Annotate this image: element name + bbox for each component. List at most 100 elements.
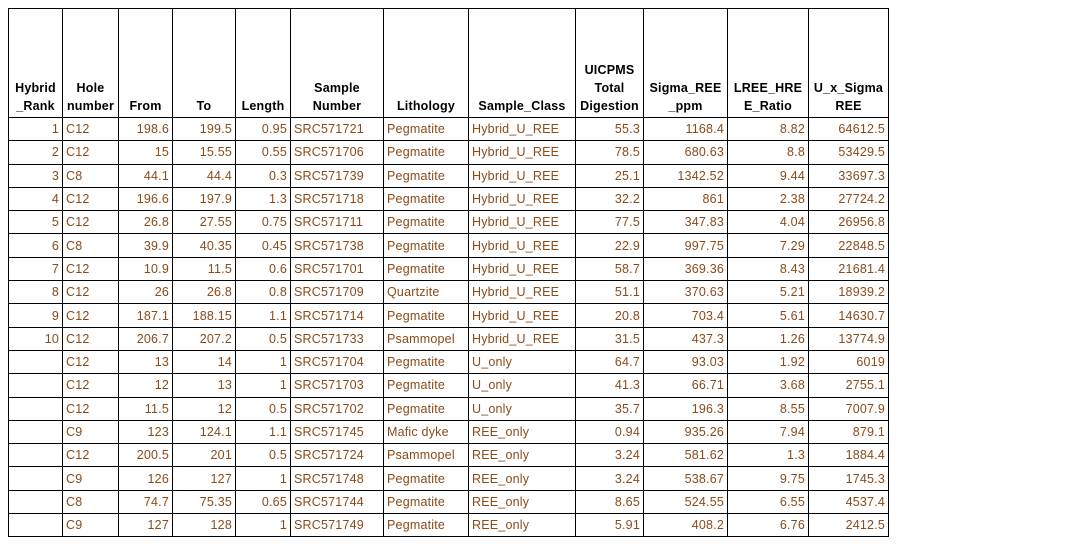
table-cell: SRC571709 xyxy=(290,280,384,305)
table-cell: 0.5 xyxy=(235,443,291,468)
table-cell xyxy=(8,349,63,375)
table-cell: 77.5 xyxy=(575,210,644,235)
table-cell: 0.8 xyxy=(235,280,291,305)
table-cell: Pegmatite xyxy=(383,163,469,188)
header-text: Sample xyxy=(314,81,360,95)
table-row: 10 C12 206.7 207.2 0.5 SRC571733 Psammopel Hybr… xyxy=(8,326,889,351)
table-cell: Pegmatite xyxy=(383,303,469,328)
table-cell: 22848.5 xyxy=(808,233,889,258)
table-cell: SRC571703 xyxy=(290,373,384,398)
table-cell: C12 xyxy=(62,186,119,212)
table-cell: SRC571701 xyxy=(290,256,384,282)
table-cell: C12 xyxy=(62,326,119,351)
table-cell: Pegmatite xyxy=(383,233,469,258)
table-cell: 861 xyxy=(643,186,728,212)
table-cell: 0.45 xyxy=(235,233,291,258)
table-cell: 26956.8 xyxy=(808,210,889,235)
table-row: 7 C12 10.9 11.5 0.6 SRC571701 Pegmatite Hybrid_… xyxy=(8,256,889,282)
table-cell: 3.24 xyxy=(575,443,644,468)
table-cell: 0.65 xyxy=(235,489,291,515)
table-cell: 524.55 xyxy=(643,489,728,515)
header-text: Total xyxy=(594,81,625,95)
data-table: Hybrid _Rank Hole number From To Length Sample N… xyxy=(8,8,889,538)
table-cell: 14 xyxy=(172,349,236,375)
table-body: 1 C12 198.6 199.5 0.95 SRC571721 Pegmatite Hybr… xyxy=(8,116,889,538)
table-cell: 18939.2 xyxy=(808,280,889,305)
header-text: Lithology xyxy=(396,99,456,113)
table-row: C8 74.7 75.35 0.65 SRC571744 Pegmatite REE_onl… xyxy=(8,489,889,515)
table-cell: 997.75 xyxy=(643,233,728,258)
table-cell: Quartzite xyxy=(383,280,469,305)
table-row: C9 126 127 1 SRC571748 Pegmatite REE_only 3.24 5… xyxy=(8,466,889,491)
header-text: Hole xyxy=(76,81,105,95)
table-cell: 22.9 xyxy=(575,233,644,258)
table-cell: SRC571721 xyxy=(290,116,384,142)
table-cell: 66.71 xyxy=(643,373,728,398)
table-cell: 0.75 xyxy=(235,210,291,235)
table-cell: 1342.52 xyxy=(643,163,728,188)
table-row: 9 C12 187.1 188.15 1.1 SRC571714 Pegmatite Hybr… xyxy=(8,303,889,328)
table-row: C12 13 14 1 SRC571704 Pegmatite U_only 64.7 93.0… xyxy=(8,349,889,375)
table-cell: SRC571745 xyxy=(290,419,384,445)
table-cell: C8 xyxy=(62,489,119,515)
table-cell: SRC571714 xyxy=(290,303,384,328)
table-cell: Hybrid_U_REE xyxy=(468,280,576,305)
table-cell: 2755.1 xyxy=(808,373,889,398)
table-cell: Pegmatite xyxy=(383,513,469,538)
table-cell: 64.7 xyxy=(575,349,644,375)
table-cell: Pegmatite xyxy=(383,489,469,515)
table-cell: 6.55 xyxy=(727,489,809,515)
table-row: C12 200.5 201 0.5 SRC571724 Psammopel REE_only… xyxy=(8,443,889,468)
table-cell: 15.55 xyxy=(172,140,236,165)
table-cell: 0.6 xyxy=(235,256,291,282)
table-cell: 128 xyxy=(172,513,236,538)
table-cell: 188.15 xyxy=(172,303,236,328)
table-cell: 347.83 xyxy=(643,210,728,235)
header-text: Number xyxy=(312,99,362,113)
table-cell: 11.5 xyxy=(118,396,173,421)
table-cell: 26 xyxy=(118,280,173,305)
table-cell: 10.9 xyxy=(118,256,173,282)
table-row: C12 11.5 12 0.5 SRC571702 Pegmatite U_only 35.7… xyxy=(8,396,889,421)
table-cell: C12 xyxy=(62,303,119,328)
table-cell: 39.9 xyxy=(118,233,173,258)
table-cell: 27.55 xyxy=(172,210,236,235)
header-text: Hybrid xyxy=(15,81,56,95)
table-cell: 5.91 xyxy=(575,513,644,538)
table-cell: 1.1 xyxy=(235,419,291,445)
table-cell: 197.9 xyxy=(172,186,236,212)
table-row: 2 C12 15 15.55 0.55 SRC571706 Pegmatite Hybrid_… xyxy=(8,140,889,165)
table-cell: 33697.3 xyxy=(808,163,889,188)
header-text: U_x_Sigma xyxy=(813,81,884,95)
table-cell: 0.55 xyxy=(235,140,291,165)
table-cell: 581.62 xyxy=(643,443,728,468)
table-cell: 21681.4 xyxy=(808,256,889,282)
table-cell: 1 xyxy=(235,466,291,491)
table-cell: Pegmatite xyxy=(383,373,469,398)
table-cell: 127 xyxy=(172,466,236,491)
table-cell: 2412.5 xyxy=(808,513,889,538)
table-cell: SRC571733 xyxy=(290,326,384,351)
table-cell: Hybrid_U_REE xyxy=(468,163,576,188)
table-cell: 27724.2 xyxy=(808,186,889,212)
table-cell: SRC571748 xyxy=(290,466,384,491)
table-cell: C12 xyxy=(62,396,119,421)
table-cell: 51.1 xyxy=(575,280,644,305)
table-cell: 8.65 xyxy=(575,489,644,515)
table-cell: 7.29 xyxy=(727,233,809,258)
header-cell: Lithology xyxy=(383,8,469,118)
table-cell: 1884.4 xyxy=(808,443,889,468)
table-cell: C12 xyxy=(62,256,119,282)
table-cell: 206.7 xyxy=(118,326,173,351)
table-cell: 1.3 xyxy=(235,186,291,212)
table-cell: 13774.9 xyxy=(808,326,889,351)
table-row: 8 C12 26 26.8 0.8 SRC571709 Quartzite Hybrid_U_… xyxy=(8,280,889,305)
table-row: 5 C12 26.8 27.55 0.75 SRC571711 Pegmatite Hybri… xyxy=(8,210,889,235)
table-cell: 12 xyxy=(118,373,173,398)
header-cell: Sample Number xyxy=(290,8,384,118)
header-text: E_Ratio xyxy=(744,99,792,113)
table-cell: SRC571739 xyxy=(290,163,384,188)
header-text: Sigma_REE xyxy=(649,81,722,95)
table-cell: 14630.7 xyxy=(808,303,889,328)
